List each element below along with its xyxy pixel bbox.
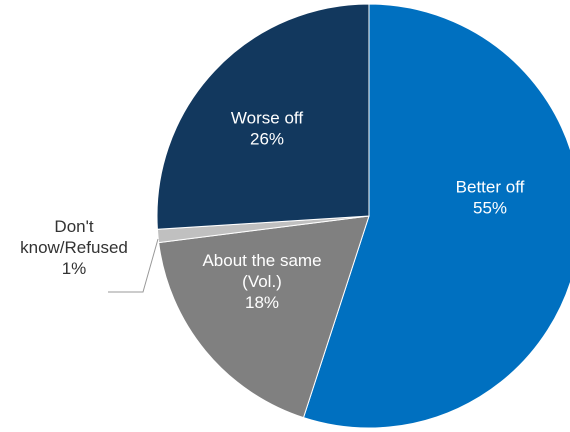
- slice-label-0: Better off 55%: [456, 178, 525, 218]
- slice-label-2: Don't know/Refused 1%: [20, 217, 128, 278]
- leader-line-dont-know: [108, 238, 159, 293]
- slice-label-line: 26%: [250, 130, 284, 149]
- slice-label-line: 55%: [473, 199, 507, 218]
- slice-label-line: 18%: [245, 293, 279, 312]
- slice-label-line: Worse off: [231, 109, 303, 128]
- slice-label-1: About the same (Vol.) 18%: [202, 251, 321, 312]
- slice-label-line: Better off: [456, 178, 525, 197]
- pie-slice-3: [156, 3, 370, 230]
- pie-slices: [156, 3, 570, 429]
- slice-label-line: About the same: [202, 251, 321, 270]
- slice-label-line: know/Refused: [20, 238, 128, 257]
- slice-label-3: Worse off 26%: [231, 109, 303, 149]
- slice-label-line: (Vol.): [242, 272, 282, 291]
- pie-slice-1: [158, 215, 370, 419]
- pie-labels: Better off 55% About the same (Vol.) 18% Don'…: [20, 109, 524, 313]
- slice-label-line: 1%: [62, 259, 87, 278]
- pie-slice-0: [302, 3, 570, 429]
- slice-label-line: Don't: [54, 217, 93, 236]
